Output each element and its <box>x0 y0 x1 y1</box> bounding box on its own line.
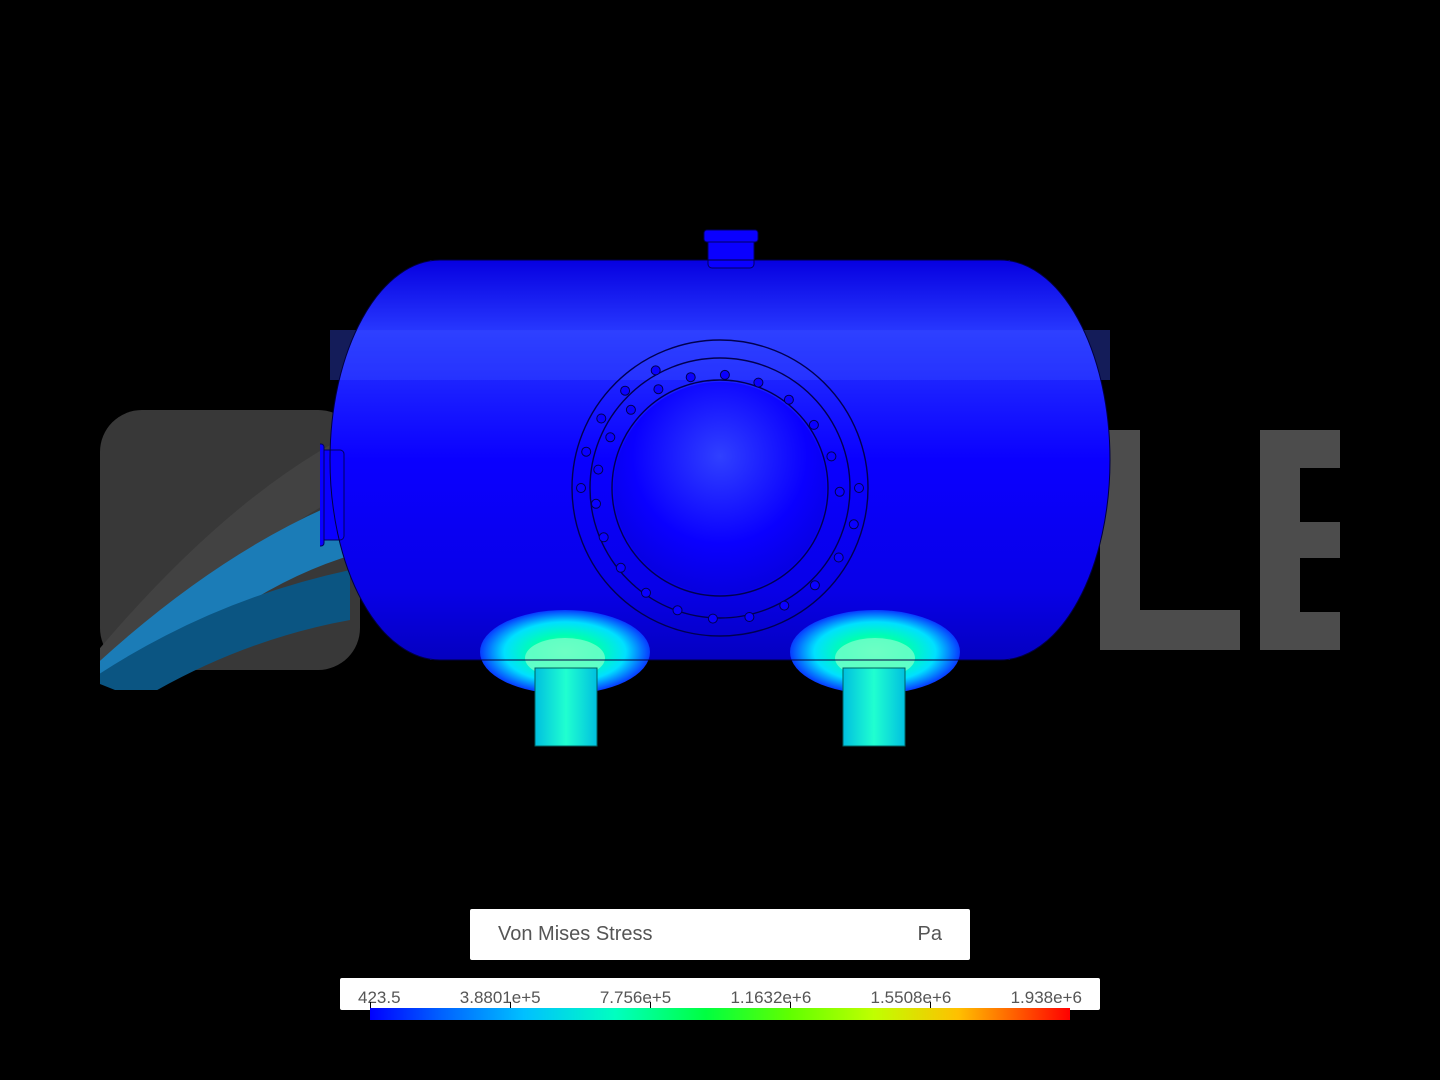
legend-gradient-bar <box>370 1008 1070 1020</box>
legend-quantity-label: Von Mises Stress <box>498 923 653 946</box>
legend-unit-label: Pa <box>918 923 942 946</box>
legend-tick: 423.5 <box>358 988 401 1008</box>
legend-title-box: Von Mises Stress Pa <box>470 909 970 960</box>
legend-tick-row: 423.5 3.8801e+5 7.756e+5 1.1632e+6 1.550… <box>340 978 1100 1010</box>
legend-tick: 3.8801e+5 <box>460 988 541 1008</box>
legend-tick: 1.5508e+6 <box>871 988 952 1008</box>
fea-vessel-render <box>320 220 1120 780</box>
legend-tick: 7.756e+5 <box>600 988 671 1008</box>
color-legend: Von Mises Stress Pa 423.5 3.8801e+5 7.75… <box>340 909 1100 1020</box>
legend-tick: 1.1632e+6 <box>730 988 811 1008</box>
legend-tick: 1.938e+6 <box>1011 988 1082 1008</box>
